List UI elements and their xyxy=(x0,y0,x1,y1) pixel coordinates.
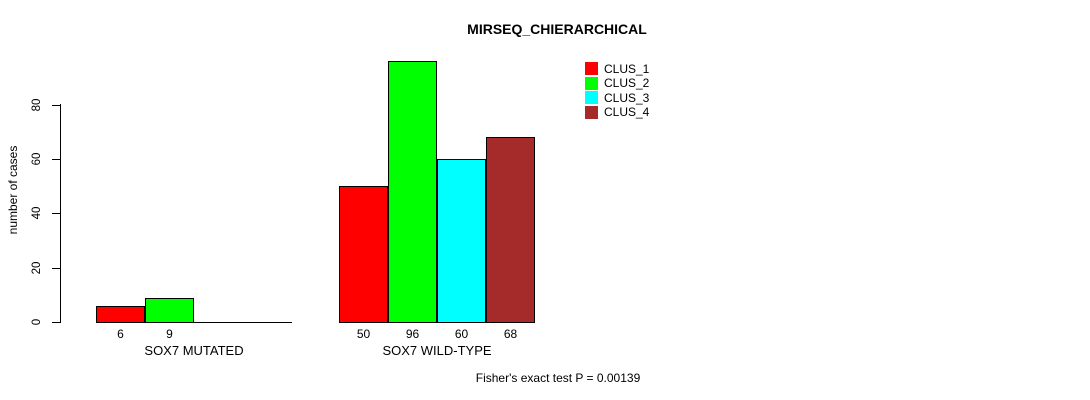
y-tick-label: 40 xyxy=(31,206,43,220)
y-tick-label: 60 xyxy=(31,152,43,166)
x-category-label: SOX7 WILD-TYPE xyxy=(382,343,492,358)
legend-item-label: CLUS_2 xyxy=(604,76,650,90)
bar-value-label: 60 xyxy=(454,327,469,341)
y-tick-mark xyxy=(52,213,60,214)
bar xyxy=(486,137,535,322)
legend-color-swatch xyxy=(585,91,598,104)
bar xyxy=(339,186,388,322)
legend-color-swatch xyxy=(585,105,598,119)
y-tick-label: 20 xyxy=(31,261,43,275)
legend-item-label: CLUS_3 xyxy=(604,90,650,105)
bar-value-label: 68 xyxy=(503,327,518,341)
legend-item-label: CLUS_1 xyxy=(604,61,650,76)
bar-value-label: 9 xyxy=(166,327,173,341)
bar-value-label: 50 xyxy=(356,327,371,341)
pvalue-annotation: Fisher's exact test P = 0.00139 xyxy=(475,371,641,385)
bar xyxy=(145,298,194,322)
legend-item-label: CLUS_4 xyxy=(604,105,650,119)
y-tick-mark xyxy=(52,105,60,106)
x-category-label: SOX7 MUTATED xyxy=(144,343,244,358)
group-baseline xyxy=(339,322,535,323)
legend-color-swatch xyxy=(585,76,598,90)
chart-title: MIRSEQ_CHIERARCHICAL xyxy=(467,21,647,37)
legend-color-swatch xyxy=(585,62,598,75)
bar xyxy=(388,61,437,322)
bar xyxy=(437,159,486,322)
y-tick-label: 0 xyxy=(31,318,43,326)
y-tick-mark xyxy=(52,268,60,269)
y-tick-mark xyxy=(52,322,60,323)
bar-value-label: 6 xyxy=(117,327,124,341)
bar-value-label: 96 xyxy=(405,327,420,341)
group-baseline xyxy=(96,322,292,323)
y-tick-mark xyxy=(52,159,60,160)
y-tick-label: 80 xyxy=(31,98,43,112)
y-axis-line xyxy=(60,104,61,323)
y-axis-title: number of cases xyxy=(6,145,20,235)
bar xyxy=(96,306,145,322)
